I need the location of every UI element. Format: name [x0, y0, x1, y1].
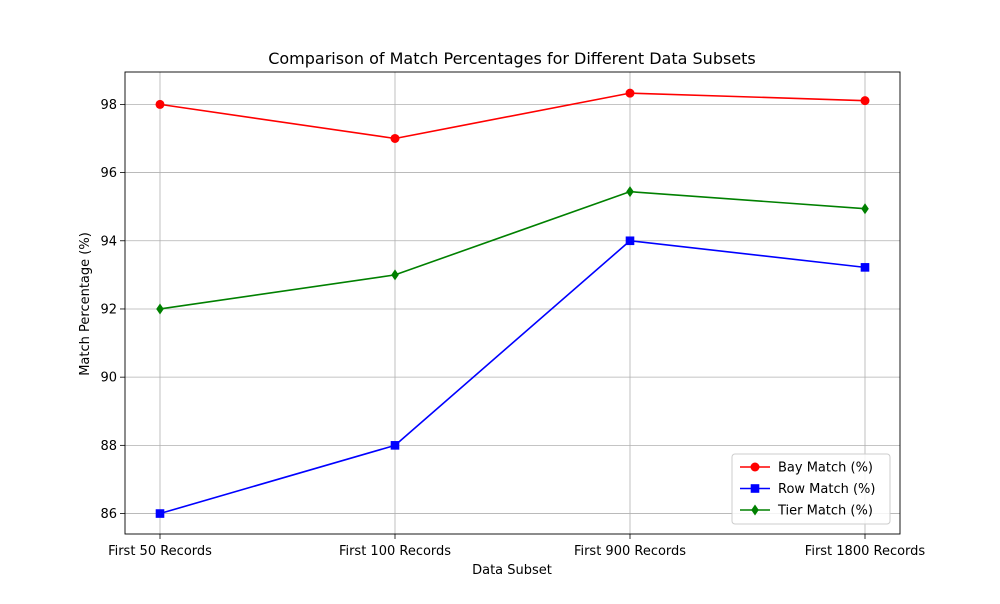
- data-point: [155, 509, 165, 518]
- data-point: [625, 236, 635, 246]
- data-point: [860, 96, 870, 106]
- grid: [125, 72, 900, 534]
- series-2: [156, 186, 869, 315]
- series-line: [159, 92, 866, 140]
- y-tick-label: 90: [100, 371, 117, 386]
- y-tick-label: 92: [100, 302, 117, 317]
- legend: Bay Match (%) Row Match (%) Tier Match (%): [731, 453, 891, 525]
- x-tick-label: First 50 Records: [108, 544, 212, 559]
- data-point: [626, 186, 634, 198]
- chart-title: Comparison of Match Percentages for Diff…: [268, 49, 756, 68]
- legend-item: Row Match (%): [740, 482, 875, 497]
- legend-item: Bay Match (%): [740, 461, 873, 476]
- data-point: [390, 133, 400, 143]
- data-point: [391, 269, 399, 281]
- axes: First 50 Records First 100 Records First 9…: [100, 71, 926, 559]
- legend-label: Row Match (%): [778, 482, 875, 497]
- legend-item: Tier Match (%): [740, 504, 873, 519]
- legend-label: Tier Match (%): [777, 504, 873, 519]
- x-tick-label: First 100 Records: [339, 544, 451, 559]
- x-tick-label: First 900 Records: [574, 544, 686, 559]
- data-point: [155, 99, 165, 109]
- y-tick-label: 94: [100, 234, 117, 249]
- legend-marker: [751, 504, 759, 516]
- y-tick-label: 96: [100, 166, 117, 181]
- data-point: [861, 203, 869, 215]
- series-group: [155, 88, 870, 518]
- data-point: [390, 441, 400, 450]
- plot-frame: [124, 71, 901, 535]
- y-tick-label: 88: [100, 439, 117, 454]
- legend-box: [731, 453, 891, 525]
- data-point: [156, 303, 164, 315]
- legend-label: Bay Match (%): [778, 461, 873, 476]
- y-axis-label: Match Percentage (%): [78, 232, 93, 376]
- series-line: [159, 190, 866, 310]
- series-0: [155, 88, 870, 143]
- data-point: [860, 263, 870, 272]
- series-1: [155, 236, 870, 518]
- series-line: [159, 239, 866, 515]
- x-axis-label: Data Subset: [472, 563, 552, 578]
- legend-marker: [750, 484, 760, 493]
- legend-marker: [750, 462, 760, 472]
- y-tick-label: 86: [100, 507, 117, 522]
- data-point: [625, 88, 635, 98]
- y-tick-label: 98: [100, 98, 117, 113]
- x-tick-label: First 1800 Records: [805, 544, 926, 559]
